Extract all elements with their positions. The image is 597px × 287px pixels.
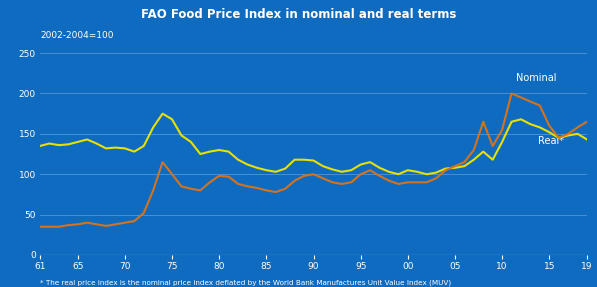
- Text: 2002-2004=100: 2002-2004=100: [40, 32, 113, 40]
- Text: * The real price index is the nominal price index deflated by the World Bank Man: * The real price index is the nominal pr…: [40, 279, 451, 286]
- Text: FAO Food Price Index in nominal and real terms: FAO Food Price Index in nominal and real…: [141, 9, 456, 22]
- Text: Real*: Real*: [538, 136, 564, 146]
- Text: Nominal: Nominal: [516, 73, 557, 83]
